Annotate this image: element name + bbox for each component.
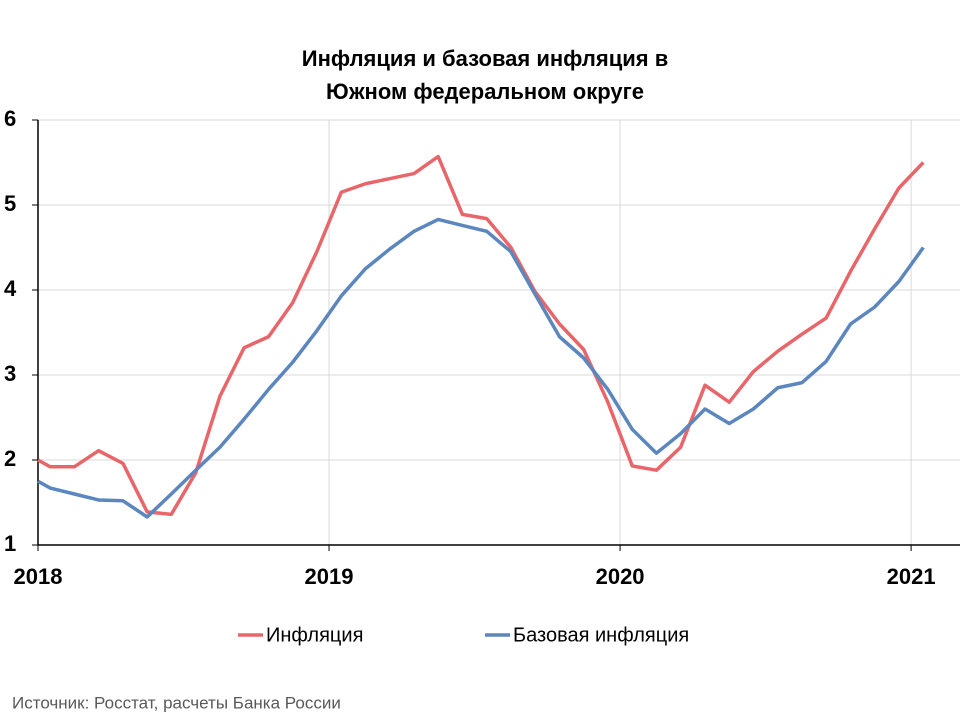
chart-title: Южном федеральном округе xyxy=(326,79,644,104)
data-line xyxy=(37,154,925,517)
chart-title: Инфляция и базовая инфляция в xyxy=(302,46,668,71)
data-line xyxy=(37,217,925,519)
x-tick-label: 2018 xyxy=(14,564,63,589)
y-tick-label: 3 xyxy=(4,361,16,386)
legend-label: Инфляция xyxy=(266,624,363,646)
x-tick-label: 2019 xyxy=(305,564,354,589)
x-tick-label: 2020 xyxy=(596,564,645,589)
source-note: Источник: Росстат, расчеты Банка России xyxy=(12,693,341,712)
y-tick-label: 2 xyxy=(4,446,16,471)
y-tick-label: 4 xyxy=(4,276,17,301)
y-tick-label: 1 xyxy=(4,531,16,556)
y-tick-label: 5 xyxy=(4,191,16,216)
y-tick-label: 6 xyxy=(4,106,16,131)
legend-label: Базовая инфляция xyxy=(513,624,689,646)
x-tick-label: 2021 xyxy=(887,564,936,589)
